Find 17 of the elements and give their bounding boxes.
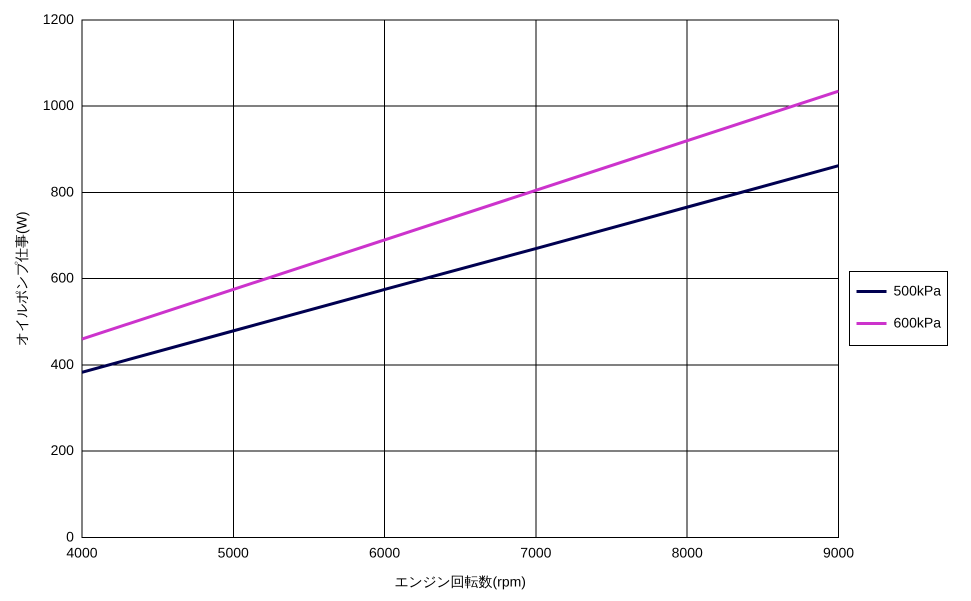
x-tick-label: 5000 bbox=[218, 544, 250, 561]
y-tick-label: 600 bbox=[50, 270, 74, 286]
x-tick-label: 7000 bbox=[520, 544, 552, 561]
y-tick-label: 400 bbox=[50, 356, 74, 372]
y-tick-label: 1200 bbox=[42, 10, 74, 27]
legend-label: 500kPa bbox=[894, 282, 942, 298]
y-axis-title: オイルポンプ仕事(W) bbox=[13, 211, 30, 346]
y-tick-label: 200 bbox=[50, 442, 74, 458]
x-tick-label: 6000 bbox=[368, 544, 400, 561]
x-axis-title: エンジン回転数(rpm) bbox=[394, 573, 526, 590]
y-tick-label: 800 bbox=[50, 183, 74, 200]
y-tick-label: 0 bbox=[66, 528, 74, 544]
y-tick-label: 1000 bbox=[42, 97, 74, 114]
legend-label: 600kPa bbox=[894, 314, 942, 330]
x-tick-label: 4000 bbox=[66, 544, 98, 561]
x-tick-label: 8000 bbox=[672, 544, 703, 561]
x-tick-label: 9000 bbox=[822, 544, 854, 561]
